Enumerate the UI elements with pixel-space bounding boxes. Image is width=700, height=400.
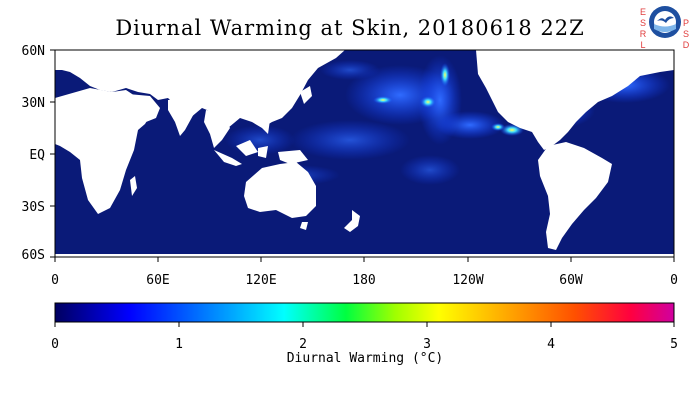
- colorbar-tick-label: 0: [51, 337, 59, 352]
- logo-text: NOAA: [659, 11, 671, 16]
- logo-letter: S: [639, 18, 646, 28]
- esrl-letters: E S R L: [638, 7, 648, 51]
- logo-letter: P: [682, 18, 689, 28]
- logo-letter: L: [640, 40, 646, 50]
- logo-bird: [657, 16, 674, 23]
- logo-wave: [654, 24, 676, 32]
- lon-label: 0: [670, 273, 678, 288]
- psd-letters: P S D: [681, 18, 691, 51]
- lat-label: 60N: [22, 44, 45, 59]
- colorbar-tick-label: 1: [175, 337, 183, 352]
- logo-letter: E: [639, 7, 646, 17]
- colorbar-title: Diurnal Warming (°C): [286, 351, 444, 366]
- lat-label: 30N: [22, 96, 45, 111]
- colorbar-tick-label: 5: [670, 337, 678, 352]
- logo-letter: S: [682, 29, 689, 39]
- longitude-axis: 0 60E 120E 180 120W 60W 0: [51, 257, 678, 288]
- lon-label: 0: [51, 273, 59, 288]
- lat-label: EQ: [29, 148, 45, 163]
- latitude-axis: 60N 30N EQ 30S 60S: [22, 44, 55, 263]
- lon-label: 120E: [245, 273, 276, 288]
- colorbar-gradient: [54, 302, 675, 323]
- colorbar-tick-label: 2: [299, 337, 307, 352]
- colorbar-tick-label: 3: [423, 337, 431, 352]
- lon-label: 60E: [146, 273, 169, 288]
- land: [55, 50, 674, 257]
- lon-label: 180: [352, 273, 375, 288]
- lat-label: 30S: [22, 200, 45, 215]
- logo-letter: R: [639, 29, 647, 39]
- lon-label: 120W: [452, 273, 483, 288]
- lon-label: 60W: [559, 273, 583, 288]
- colorbar-tick-label: 4: [547, 337, 555, 352]
- noaa-logo-icon: NOAA: [649, 6, 681, 38]
- logo-letter: D: [682, 40, 690, 50]
- colorbar: 0 1 2 3 4 5: [51, 302, 678, 352]
- map-title: Diurnal Warming at Skin, 20180618 22Z: [115, 16, 585, 40]
- lat-label: 60S: [22, 248, 45, 263]
